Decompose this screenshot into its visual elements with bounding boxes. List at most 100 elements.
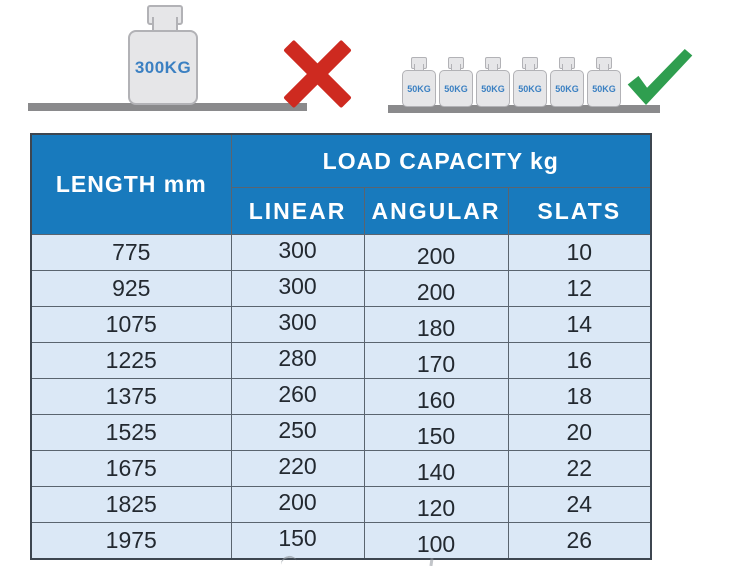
weight-label: 50KG <box>592 83 616 94</box>
table-cell: 775 <box>30 234 232 271</box>
table-cell: 250 <box>230 414 365 451</box>
cell-value: 120 <box>416 495 456 521</box>
table-row: 1975 150 100 26 <box>30 522 652 560</box>
cell-value: 14 <box>566 311 593 337</box>
table-cell: 925 <box>30 270 232 307</box>
weight-neck <box>488 64 498 72</box>
weight-300kg: 300KG <box>128 5 198 105</box>
table-row: 1825 200 120 24 <box>30 486 652 523</box>
cell-value: 100 <box>416 531 456 557</box>
weight-body: 50KG <box>513 70 547 107</box>
cell-value: 300 <box>278 237 317 263</box>
weight-50kg: 50KG <box>476 57 510 107</box>
cell-value: 200 <box>416 243 456 269</box>
table-cell: 300 <box>230 234 365 271</box>
cell-value: 200 <box>278 489 317 515</box>
weight-body: 50KG <box>439 70 473 107</box>
table-row: 1225 280 170 16 <box>30 342 652 379</box>
cropped-arrow-mark <box>429 557 434 566</box>
table-header: LENGTH mm LOAD CAPACITY kg LINEAR ANGULA… <box>30 133 652 235</box>
table-cell: 150 <box>230 522 365 560</box>
cell-value: 280 <box>278 345 317 371</box>
weight-body: 300KG <box>128 30 198 105</box>
table-cell: 1375 <box>30 378 232 415</box>
table-cell: 12 <box>507 270 652 307</box>
cell-value: 300 <box>278 309 317 335</box>
weight-label: 50KG <box>407 83 431 94</box>
weight-neck <box>414 64 424 72</box>
table-cell: 220 <box>230 450 365 487</box>
weight-neck <box>451 64 461 72</box>
cell-value: 160 <box>416 387 456 413</box>
weight-50kg: 50KG <box>513 57 547 107</box>
cell-value: 1975 <box>105 527 157 553</box>
cell-value: 18 <box>566 383 593 409</box>
weight-body: 50KG <box>402 70 436 107</box>
table-cell: 22 <box>507 450 652 487</box>
table-cell: 300 <box>230 270 365 307</box>
column-header-slats: SLATS <box>507 187 652 235</box>
cell-value: 170 <box>416 351 456 377</box>
table-cell: 170 <box>363 342 509 379</box>
table-row: 1525 250 150 20 <box>30 414 652 451</box>
table-cell: 20 <box>507 414 652 451</box>
weight-label: 50KG <box>555 83 579 94</box>
table-cell: 1675 <box>30 450 232 487</box>
table-cell: 1975 <box>30 522 232 560</box>
capacity-group-header: LOAD CAPACITY kg <box>230 133 652 188</box>
weight-label: 50KG <box>481 83 505 94</box>
cell-value: 140 <box>416 459 456 485</box>
right-shelf-bar <box>388 105 660 113</box>
cell-value: 1375 <box>105 383 157 409</box>
weight-neck <box>525 64 535 72</box>
cross-icon <box>286 44 348 104</box>
weight-50kg: 50KG <box>439 57 473 107</box>
weight-body: 50KG <box>550 70 584 107</box>
length-column-header: LENGTH mm <box>30 133 232 235</box>
table-row: 775 300 200 10 <box>30 234 652 271</box>
cell-value: 150 <box>416 423 456 449</box>
table-cell: 140 <box>363 450 509 487</box>
cell-value: 24 <box>566 491 593 517</box>
cell-value: 1825 <box>105 491 157 517</box>
ok-weights-row: 50KG 50KG 50KG 50KG 50KG 50KG <box>402 57 621 107</box>
table-cell: 1825 <box>30 486 232 523</box>
cell-value: 220 <box>278 453 317 479</box>
cell-value: 1675 <box>105 455 157 481</box>
table-body: 775 300 200 10 925 300 200 12 1075 300 180 14 1225 28… <box>30 234 652 560</box>
weight-label: 300KG <box>134 57 192 77</box>
table-cell: 24 <box>507 486 652 523</box>
table-cell: 200 <box>363 234 509 271</box>
cell-value: 16 <box>566 347 593 373</box>
checkmark-icon <box>627 49 693 105</box>
cell-value: 260 <box>278 381 317 407</box>
table-cell: 300 <box>230 306 365 343</box>
cell-value: 22 <box>566 455 593 481</box>
table-cell: 260 <box>230 378 365 415</box>
table-row: 1075 300 180 14 <box>30 306 652 343</box>
table-cell: 1525 <box>30 414 232 451</box>
weight-neck <box>562 64 572 72</box>
left-shelf-bar <box>28 103 307 111</box>
cell-value: 10 <box>566 239 593 265</box>
table-cell: 180 <box>363 306 509 343</box>
cell-value: 12 <box>566 275 593 301</box>
table-row: 925 300 200 12 <box>30 270 652 307</box>
weight-label: 50KG <box>444 83 468 94</box>
weight-neck <box>599 64 609 72</box>
table-cell: 200 <box>230 486 365 523</box>
table-cell: 14 <box>507 306 652 343</box>
table-cell: 26 <box>507 522 652 560</box>
cell-value: 180 <box>416 315 456 341</box>
cell-value: 20 <box>566 419 593 445</box>
weight-label: 50KG <box>518 83 542 94</box>
cell-value: 300 <box>278 273 317 299</box>
table-cell: 120 <box>363 486 509 523</box>
cell-value: 1525 <box>105 419 157 445</box>
column-header-linear: LINEAR <box>230 187 365 235</box>
cell-value: 1075 <box>105 311 157 337</box>
table-row: 1675 220 140 22 <box>30 450 652 487</box>
weight-body: 50KG <box>587 70 621 107</box>
cell-value: 775 <box>112 239 151 265</box>
